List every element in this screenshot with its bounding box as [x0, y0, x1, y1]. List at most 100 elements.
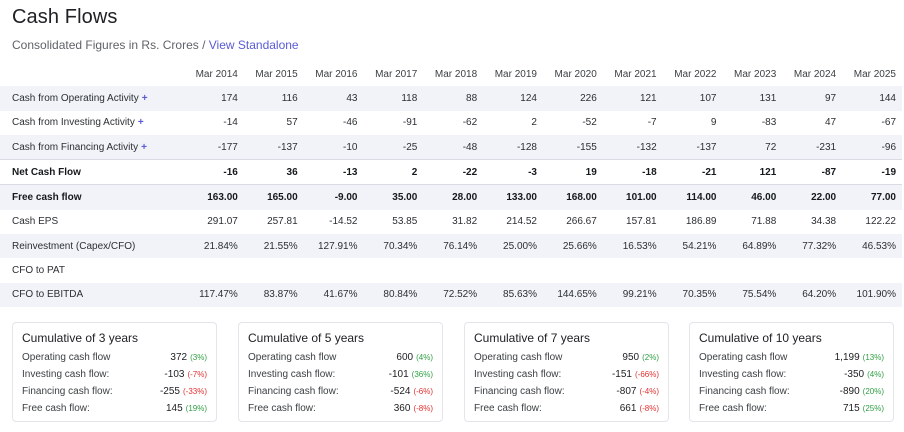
card-row-value: -350: [844, 369, 865, 380]
cumulative-card: Cumulative of 3 years Operating cash flow…: [12, 322, 217, 422]
table-cell: -96: [842, 134, 902, 160]
table-cell: 77.32%: [782, 234, 843, 259]
card-row-value: 661: [619, 403, 637, 414]
table-cell: [782, 258, 842, 282]
table-cell: 88: [423, 86, 484, 111]
year-header: Mar 2020: [554, 68, 597, 80]
table-cell: 122.22: [865, 216, 896, 228]
card-row-value: 715: [842, 403, 860, 414]
table-cell: [722, 258, 782, 282]
year-header: Mar 2019: [494, 68, 537, 80]
card-row-value: 360: [393, 403, 411, 414]
table-cell: 35.00: [363, 184, 424, 210]
table-cell: 72: [722, 134, 783, 160]
table-cell: 121: [602, 86, 663, 111]
table-cell: [304, 258, 364, 282]
cumulative-card: Cumulative of 10 years Operating cash flo…: [689, 322, 894, 422]
card-row-value: 145: [165, 403, 183, 414]
table-cell: -21: [662, 159, 723, 185]
card-row-value: -524: [390, 386, 411, 397]
view-standalone-link[interactable]: View Standalone: [208, 38, 299, 52]
row-label: CFO to PAT: [0, 258, 184, 282]
card-row: Free cash flow: 360 (-8%): [248, 400, 433, 417]
table-cell: -14.52: [329, 216, 358, 228]
card-row-label: Free cash flow:: [699, 403, 767, 414]
table-row[interactable]: Cash from Investing Activity + -14 57 -46 -91…: [0, 111, 902, 135]
table-cell: 121: [722, 159, 783, 185]
cumulative-cards: Cumulative of 3 years Operating cash flow…: [12, 322, 896, 424]
row-label[interactable]: Cash from Operating Activity +: [0, 86, 184, 111]
card-row-figure: -807 (-4%): [616, 383, 659, 400]
table-cell: [603, 258, 663, 282]
year-header: Mar 2017: [375, 68, 418, 80]
table-cell: -128: [483, 134, 543, 160]
table-cell: 21.55%: [243, 234, 304, 259]
table-cell: -52: [582, 117, 597, 129]
year-header: Mar 2014: [195, 68, 238, 80]
card-row-figure: 661 (-8%): [620, 400, 659, 417]
row-label[interactable]: Cash from Investing Activity +: [0, 111, 184, 135]
table-cell: -67: [881, 117, 896, 129]
table-cell: -46: [343, 117, 358, 129]
card-row-label: Operating cash flow: [699, 352, 788, 363]
table-cell: 97: [782, 86, 843, 111]
table-row[interactable]: Cash from Financing Activity + -177 -137 -10…: [0, 134, 902, 160]
table-cell: [244, 258, 304, 282]
table-cell: 43: [303, 86, 364, 111]
card-row: Financing cash flow: -890 (20%): [699, 383, 884, 400]
row-label-text: CFO to PAT: [12, 265, 65, 277]
card-row-label: Financing cash flow:: [474, 386, 565, 397]
table-cell: 85.63%: [483, 282, 543, 307]
year-header: Mar 2015: [255, 68, 298, 80]
year-header: Mar 2018: [434, 68, 478, 80]
page-title: Cash Flows: [12, 6, 118, 28]
table-cell: 163.00: [184, 184, 244, 210]
table-cell: 226: [542, 86, 603, 111]
card-row-figure: -103 (-7%): [164, 366, 207, 383]
table-cell: -155: [542, 134, 603, 160]
table-cell: -16: [184, 159, 244, 185]
card-row-value: 600: [396, 352, 414, 363]
card-row: Financing cash flow: -807 (-4%): [474, 383, 659, 400]
year-header: Mar 2021: [614, 68, 657, 80]
row-label-text: Cash from Investing Activity: [12, 117, 135, 129]
table-cell: 116: [243, 86, 304, 111]
row-label[interactable]: Cash from Financing Activity +: [0, 134, 184, 160]
table-cell: -13: [303, 159, 364, 185]
table-cell: -87: [782, 159, 843, 185]
card-row-value: -101: [388, 369, 409, 380]
table-cell: -231: [782, 134, 843, 160]
table-cell: [663, 258, 723, 282]
card-row: Free cash flow: 661 (-8%): [474, 400, 659, 417]
table-row[interactable]: Cash from Operating Activity +174 116 43 118…: [0, 86, 902, 111]
table-cell: -19: [842, 159, 902, 185]
card-row-percent: (3%): [190, 353, 207, 362]
table-cell: 57: [286, 117, 298, 129]
card-row-figure: -890 (20%): [840, 383, 884, 400]
table-cell: 118: [363, 86, 424, 111]
card-row-figure: -151 (-66%): [612, 366, 659, 383]
card-row-percent: (-7%): [187, 370, 207, 379]
table-cell: 83.87%: [243, 282, 304, 307]
expand-plus-icon[interactable]: +: [141, 92, 148, 104]
table-cell: 266.67: [566, 216, 597, 228]
table-cell: -18: [602, 159, 663, 185]
row-label: Reinvestment (Capex/CFO): [0, 234, 184, 259]
card-row-percent: (-8%): [413, 404, 433, 413]
card-row-label: Investing cash flow:: [248, 369, 336, 380]
table-cell: [363, 258, 423, 282]
table-cell: 75.54%: [722, 282, 783, 307]
table-cell: 64.89%: [722, 234, 783, 259]
card-row-figure: 372 (3%): [170, 349, 207, 366]
row-label-text: Cash from Operating Activity: [12, 92, 139, 104]
expand-plus-icon[interactable]: +: [137, 117, 144, 129]
table-cell: 54.21%: [662, 234, 723, 259]
table-cell: 72.52%: [423, 282, 484, 307]
card-row-percent: (4%): [867, 370, 884, 379]
expand-plus-icon[interactable]: +: [141, 141, 148, 153]
card-title: Cumulative of 5 years: [248, 331, 365, 345]
table-cell: 31.82: [452, 216, 478, 228]
year-header: Mar 2025: [853, 68, 896, 80]
card-row-label: Free cash flow:: [474, 403, 542, 414]
table-cell: 99.21%: [602, 282, 663, 307]
